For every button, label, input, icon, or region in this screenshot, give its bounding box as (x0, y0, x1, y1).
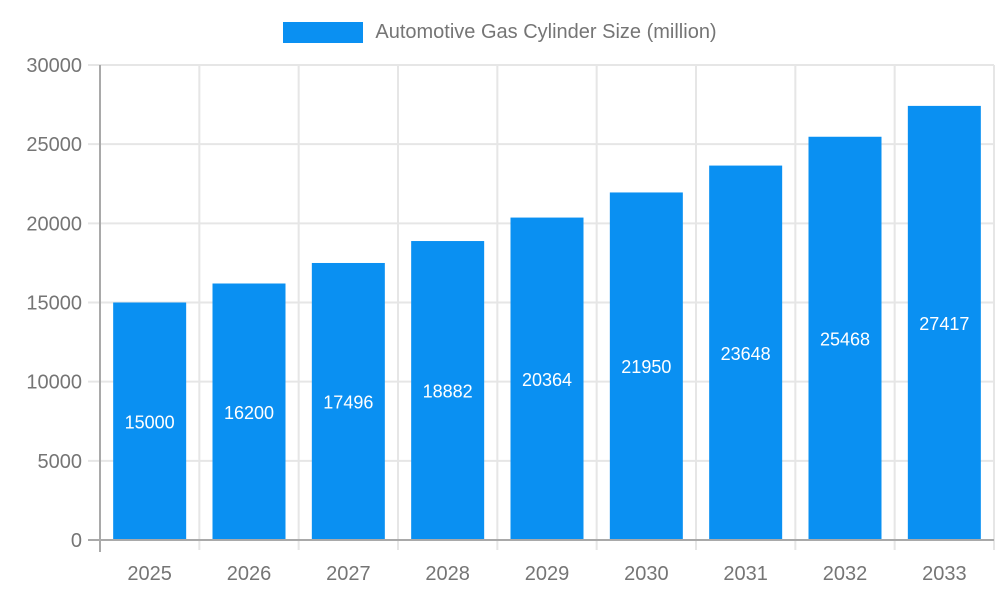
bar-value-label: 18882 (423, 382, 473, 402)
x-axis-tick-label: 2025 (127, 563, 172, 585)
bar-value-label: 16200 (224, 403, 274, 423)
bar-value-label: 23648 (721, 344, 771, 364)
bar-value-label: 21950 (621, 357, 671, 377)
y-axis-tick-label: 0 (71, 530, 82, 552)
y-axis-tick-label: 30000 (26, 55, 82, 77)
bar-value-label: 20364 (522, 370, 572, 390)
x-axis-tick-label: 2032 (823, 563, 868, 585)
bar-value-label: 25468 (820, 329, 870, 349)
bar-2028 (411, 241, 485, 540)
y-axis-tick-label: 15000 (26, 293, 82, 315)
bar-value-label: 17496 (323, 392, 373, 412)
y-axis-tick-label: 25000 (26, 134, 82, 156)
x-axis-tick-label: 2033 (922, 563, 967, 585)
bar-2032 (808, 136, 882, 541)
x-axis-tick-label: 2028 (425, 563, 470, 585)
bar-2033 (907, 105, 981, 541)
x-axis-tick-label: 2031 (723, 563, 768, 585)
y-axis-tick-label: 10000 (26, 372, 82, 394)
x-axis-tick-label: 2030 (624, 563, 669, 585)
bar-2030 (609, 192, 683, 541)
bar-2027 (311, 262, 385, 540)
y-axis-tick-label: 5000 (38, 451, 83, 473)
bar-2031 (709, 165, 783, 540)
bar-2029 (510, 217, 584, 540)
y-axis-tick-label: 20000 (26, 213, 82, 235)
x-axis-tick-label: 2026 (227, 563, 272, 585)
bar-2025 (113, 302, 187, 540)
bar-value-label: 15000 (125, 412, 175, 432)
x-axis-tick-label: 2029 (525, 563, 570, 585)
bar-2026 (212, 283, 286, 540)
bar-value-label: 27417 (919, 314, 969, 334)
x-axis-tick-label: 2027 (326, 563, 371, 585)
